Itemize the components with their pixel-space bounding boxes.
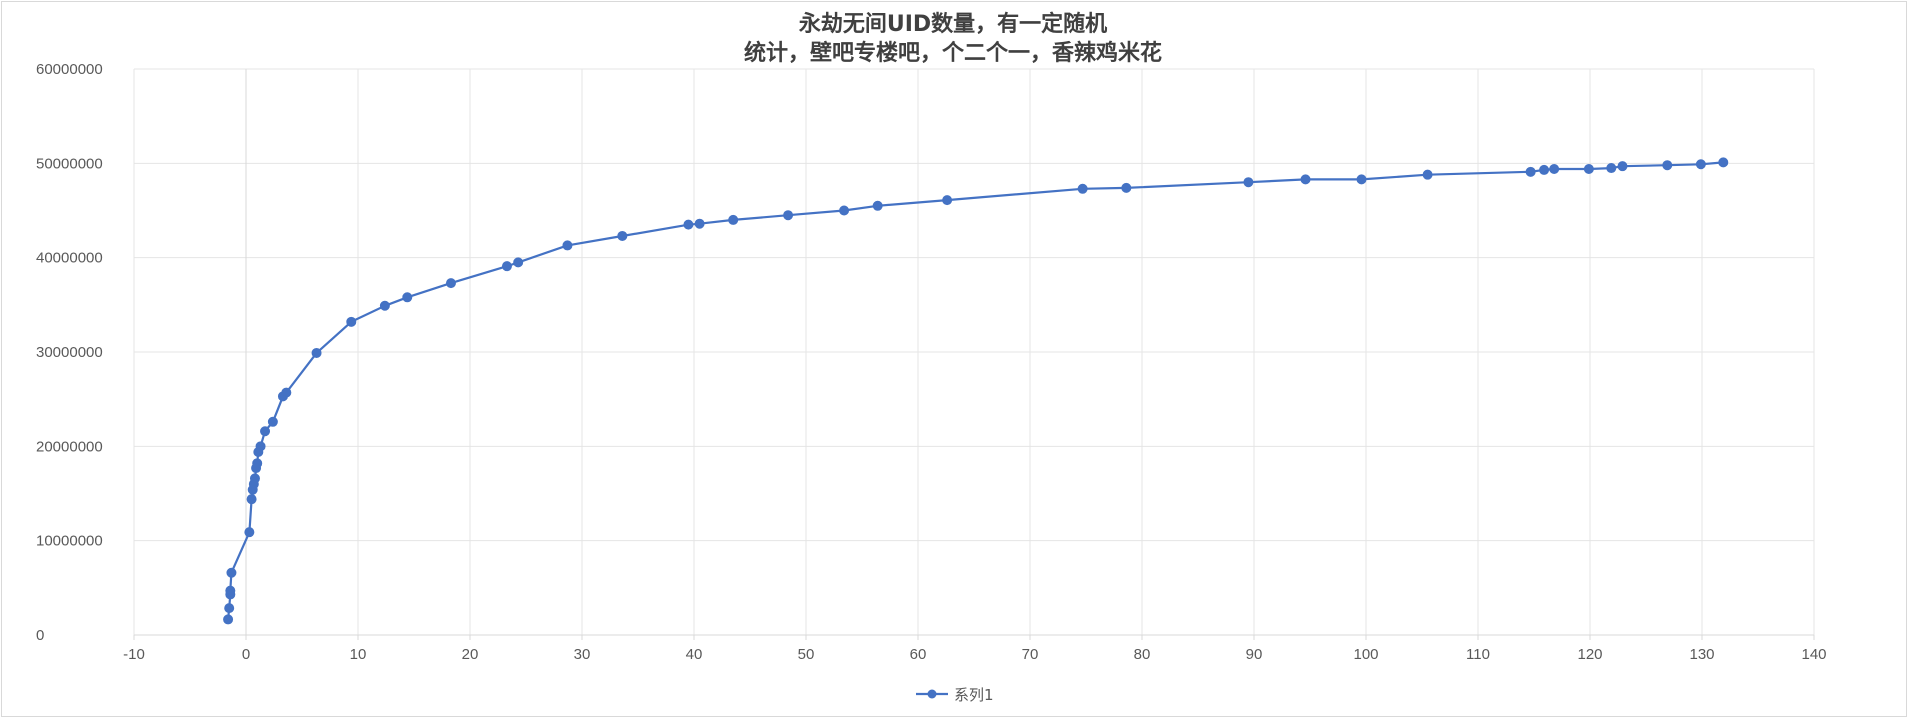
data-point: [225, 585, 236, 596]
x-tick-label: 20: [462, 646, 479, 663]
data-point: [562, 240, 573, 251]
data-point: [267, 416, 278, 427]
data-point: [1539, 164, 1550, 175]
x-tick-label: 80: [1134, 646, 1151, 663]
x-tick-label: 10: [350, 646, 367, 663]
data-point: [281, 387, 292, 398]
data-point: [249, 473, 260, 484]
data-point: [683, 219, 694, 230]
x-tick-label: 60: [910, 646, 927, 663]
data-point: [260, 426, 271, 437]
data-point: [1422, 169, 1433, 180]
x-tick-label: 110: [1466, 646, 1490, 663]
data-point: [1695, 159, 1706, 170]
data-point: [694, 218, 705, 229]
y-tick-label: 30000000: [36, 344, 103, 361]
data-point: [223, 614, 234, 625]
x-tick-label: 140: [1801, 646, 1826, 663]
x-tick-label: 120: [1577, 646, 1602, 663]
data-point: [445, 278, 456, 289]
data-point: [246, 494, 257, 505]
data-point: [1583, 163, 1594, 174]
data-point: [1549, 163, 1560, 174]
x-tick-label: 50: [798, 646, 815, 663]
data-point: [1662, 160, 1673, 171]
x-tick-label: -10: [123, 646, 145, 663]
data-point: [942, 195, 953, 206]
data-point: [513, 257, 524, 268]
chart-title-line-2: 统计，壁吧专楼吧，个二个一，香辣鸡米花: [743, 41, 1162, 66]
data-point: [244, 527, 255, 538]
data-point: [839, 205, 850, 216]
x-tick-label: 40: [686, 646, 703, 663]
y-tick-label: 0: [36, 627, 44, 644]
data-point: [1121, 182, 1132, 193]
x-tick-label: 130: [1689, 646, 1714, 663]
data-point: [252, 458, 263, 469]
data-point: [255, 441, 266, 452]
data-point: [1718, 157, 1729, 168]
y-tick-label: 40000000: [36, 250, 103, 267]
series-line: [227, 161, 1724, 620]
data-point: [783, 210, 794, 221]
x-tick-label: 30: [574, 646, 591, 663]
legend-marker: [927, 689, 937, 699]
data-point: [1525, 166, 1536, 177]
y-tick-label: 60000000: [36, 61, 103, 78]
data-point: [1356, 174, 1367, 185]
data-point: [311, 347, 322, 358]
x-tick-label: 70: [1022, 646, 1039, 663]
data-point: [402, 292, 413, 303]
data-point: [872, 200, 883, 211]
data-point: [1300, 174, 1311, 185]
y-tick-label: 20000000: [36, 438, 103, 455]
data-point: [1617, 161, 1628, 172]
x-tick-label: 90: [1246, 646, 1263, 663]
data-point: [501, 261, 512, 272]
data-point: [226, 567, 237, 578]
data-point: [617, 230, 628, 241]
chart-title-line-1: 永劫无间UID数量，有一定随机: [798, 12, 1108, 37]
data-point: [1606, 163, 1617, 174]
chart-title: 永劫无间UID数量，有一定随机 统计，壁吧专楼吧，个二个一，香辣鸡米花: [0, 10, 1906, 68]
x-tick-label: 100: [1353, 646, 1378, 663]
data-point: [224, 603, 235, 614]
data-point: [346, 316, 357, 327]
data-point: [1243, 177, 1254, 188]
x-tick-label: 0: [242, 646, 250, 663]
data-point: [728, 214, 739, 225]
y-tick-label: 10000000: [36, 533, 103, 550]
data-point: [379, 300, 390, 311]
data-point: [1077, 183, 1088, 194]
y-tick-label: 50000000: [36, 155, 103, 172]
legend-label: 系列1: [954, 686, 994, 704]
